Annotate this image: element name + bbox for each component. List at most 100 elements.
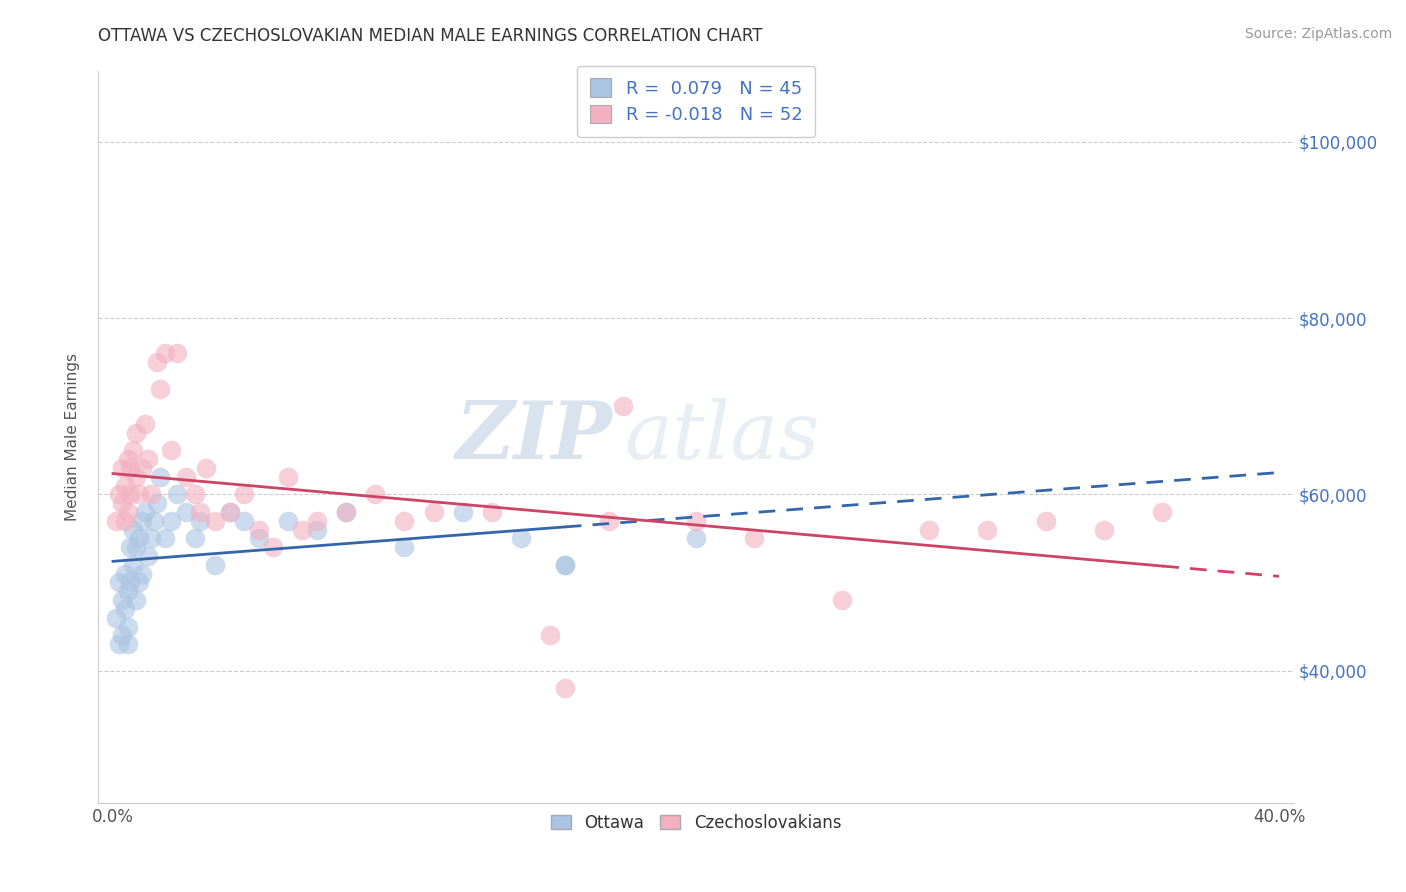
Point bbox=[233, 487, 256, 501]
Point bbox=[122, 558, 145, 572]
Point bbox=[145, 355, 167, 369]
Legend: Ottawa, Czechoslovakians: Ottawa, Czechoslovakians bbox=[544, 807, 848, 838]
Point bbox=[111, 628, 134, 642]
Point bbox=[125, 593, 148, 607]
Point bbox=[114, 478, 136, 492]
Point bbox=[976, 523, 998, 537]
Point bbox=[612, 399, 634, 413]
Point bbox=[174, 469, 197, 483]
Point bbox=[122, 523, 145, 537]
Text: atlas: atlas bbox=[624, 399, 820, 475]
Point bbox=[104, 611, 127, 625]
Point bbox=[155, 346, 177, 360]
Point bbox=[120, 487, 142, 501]
Text: Source: ZipAtlas.com: Source: ZipAtlas.com bbox=[1244, 27, 1392, 41]
Point bbox=[145, 496, 167, 510]
Point bbox=[166, 487, 188, 501]
Point bbox=[128, 575, 150, 590]
Point bbox=[1092, 523, 1115, 537]
Point bbox=[108, 637, 131, 651]
Point bbox=[117, 452, 139, 467]
Point bbox=[117, 637, 139, 651]
Point bbox=[183, 487, 205, 501]
Point bbox=[120, 575, 142, 590]
Point bbox=[131, 461, 153, 475]
Point bbox=[122, 443, 145, 458]
Point bbox=[247, 532, 270, 546]
Point bbox=[128, 532, 150, 546]
Point bbox=[125, 425, 148, 440]
Point bbox=[1035, 514, 1057, 528]
Point bbox=[262, 540, 284, 554]
Point bbox=[111, 593, 134, 607]
Point bbox=[291, 523, 314, 537]
Point bbox=[195, 461, 218, 475]
Point bbox=[204, 514, 226, 528]
Point bbox=[364, 487, 387, 501]
Point bbox=[125, 540, 148, 554]
Point bbox=[160, 514, 183, 528]
Point bbox=[120, 461, 142, 475]
Point bbox=[247, 523, 270, 537]
Point bbox=[1152, 505, 1174, 519]
Text: ZIP: ZIP bbox=[456, 399, 613, 475]
Point bbox=[131, 566, 153, 581]
Point bbox=[685, 532, 707, 546]
Point bbox=[120, 540, 142, 554]
Point bbox=[190, 514, 212, 528]
Text: OTTAWA VS CZECHOSLOVAKIAN MEDIAN MALE EARNINGS CORRELATION CHART: OTTAWA VS CZECHOSLOVAKIAN MEDIAN MALE EA… bbox=[98, 27, 763, 45]
Point bbox=[204, 558, 226, 572]
Point bbox=[305, 514, 328, 528]
Point bbox=[111, 496, 134, 510]
Point bbox=[134, 417, 156, 431]
Point bbox=[538, 628, 561, 642]
Point bbox=[831, 593, 853, 607]
Point bbox=[422, 505, 444, 519]
Point bbox=[183, 532, 205, 546]
Point bbox=[108, 575, 131, 590]
Point bbox=[335, 505, 357, 519]
Point bbox=[139, 487, 162, 501]
Point bbox=[166, 346, 188, 360]
Point bbox=[218, 505, 240, 519]
Point bbox=[305, 523, 328, 537]
Point bbox=[742, 532, 765, 546]
Point bbox=[277, 469, 299, 483]
Point bbox=[149, 469, 172, 483]
Point bbox=[598, 514, 620, 528]
Point bbox=[394, 514, 416, 528]
Point bbox=[117, 619, 139, 633]
Point bbox=[104, 514, 127, 528]
Point bbox=[481, 505, 503, 519]
Point bbox=[149, 382, 172, 396]
Point bbox=[131, 514, 153, 528]
Point bbox=[335, 505, 357, 519]
Point bbox=[554, 681, 576, 696]
Point bbox=[190, 505, 212, 519]
Point bbox=[114, 566, 136, 581]
Y-axis label: Median Male Earnings: Median Male Earnings bbox=[65, 353, 80, 521]
Point bbox=[142, 514, 165, 528]
Point bbox=[114, 514, 136, 528]
Point bbox=[125, 469, 148, 483]
Point bbox=[554, 558, 576, 572]
Point bbox=[160, 443, 183, 458]
Point bbox=[554, 558, 576, 572]
Point bbox=[134, 505, 156, 519]
Point bbox=[139, 532, 162, 546]
Point bbox=[136, 452, 159, 467]
Point bbox=[111, 461, 134, 475]
Point bbox=[277, 514, 299, 528]
Point bbox=[174, 505, 197, 519]
Point bbox=[233, 514, 256, 528]
Point bbox=[136, 549, 159, 563]
Point bbox=[155, 532, 177, 546]
Point bbox=[114, 602, 136, 616]
Point bbox=[218, 505, 240, 519]
Point bbox=[394, 540, 416, 554]
Point bbox=[108, 487, 131, 501]
Point bbox=[510, 532, 533, 546]
Point bbox=[117, 505, 139, 519]
Point bbox=[918, 523, 941, 537]
Point bbox=[128, 487, 150, 501]
